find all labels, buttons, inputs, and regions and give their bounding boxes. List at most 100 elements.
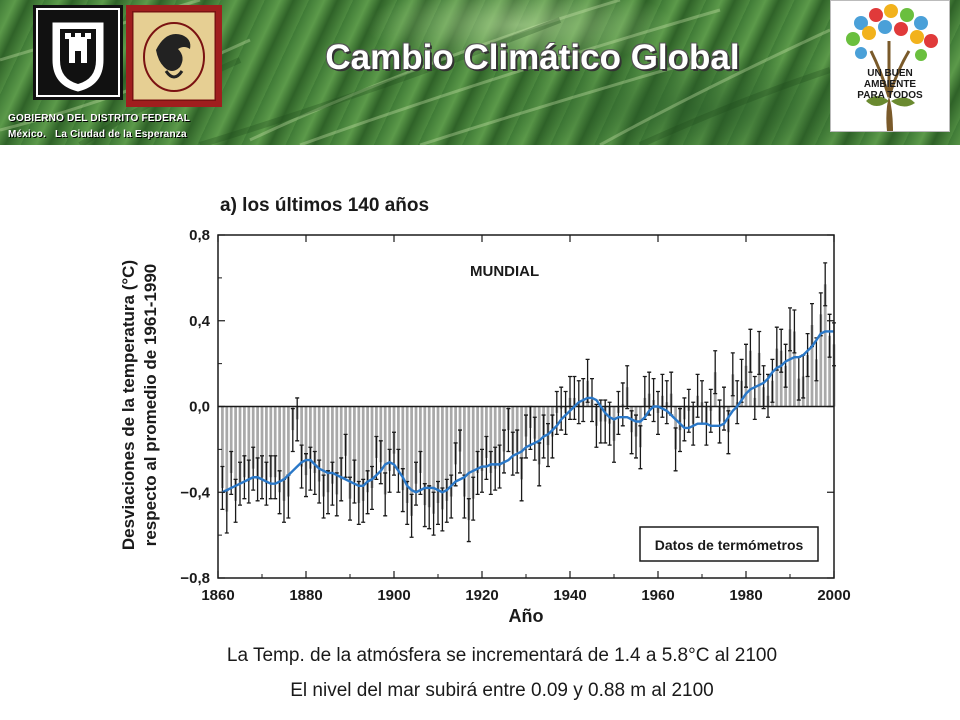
- bar: [282, 406, 286, 501]
- error-bar: [744, 343, 748, 388]
- bar: [260, 406, 264, 478]
- error-bar: [295, 397, 300, 442]
- bar: [423, 406, 427, 506]
- error-bar: [356, 480, 361, 526]
- bar: [502, 406, 506, 452]
- bar: [331, 406, 334, 484]
- plot-area: 1860 1880 1900 1920 1940 1960 1980 2000 −0,8 −0,4…: [119, 195, 851, 626]
- bar: [449, 406, 453, 497]
- error-bar: [339, 457, 344, 502]
- y-tick-label: 0,8: [189, 227, 210, 244]
- bar: [278, 406, 281, 493]
- error-bar: [427, 485, 432, 530]
- bar: [511, 406, 515, 454]
- bar: [515, 406, 519, 452]
- bar: [427, 406, 431, 508]
- bar: [414, 406, 418, 484]
- bar: [273, 406, 277, 478]
- error-bar: [730, 352, 735, 397]
- bar: [392, 406, 396, 454]
- caption-sea-level: El nivel del mar subirá entre 0.09 y 0.8…: [290, 680, 714, 701]
- error-bar: [242, 455, 247, 500]
- caption-temperature: La Temp. de la atmósfera se incrementará…: [226, 645, 778, 666]
- error-bar: [620, 382, 625, 427]
- bar: [775, 348, 779, 407]
- shield-icon: [36, 8, 120, 97]
- error-bar: [326, 470, 330, 515]
- error-bar: [682, 397, 687, 442]
- bar: [221, 406, 224, 488]
- error-bar: [510, 431, 515, 476]
- error-bar: [713, 350, 718, 395]
- bar: [788, 329, 792, 407]
- bar: [300, 406, 303, 467]
- error-bar: [334, 472, 339, 517]
- bar: [823, 284, 827, 407]
- bar: [793, 331, 796, 407]
- bar: [441, 406, 444, 510]
- error-bar: [783, 343, 788, 388]
- error-bar: [282, 478, 286, 523]
- error-bar: [444, 478, 449, 523]
- bar: [247, 406, 251, 482]
- error-bar: [656, 390, 660, 436]
- error-bar: [431, 491, 436, 536]
- bar: [375, 406, 378, 458]
- tree-icon: [846, 4, 938, 131]
- bar: [467, 406, 471, 521]
- bar: [498, 406, 501, 467]
- error-bar: [625, 365, 630, 410]
- bar: [828, 335, 831, 407]
- error-bar: [418, 450, 423, 496]
- bar: [361, 406, 365, 501]
- error-bar: [436, 480, 440, 526]
- bar: [454, 406, 457, 465]
- error-bar: [823, 262, 828, 307]
- bar: [357, 406, 361, 503]
- y-axis-label-line1: Desviaciones de la temperatura (°C): [119, 260, 138, 550]
- error-bar: [493, 446, 498, 491]
- bar: [397, 406, 400, 471]
- bar: [419, 406, 422, 473]
- error-bar: [638, 425, 643, 470]
- bar: [537, 406, 541, 465]
- bar: [366, 406, 369, 493]
- bar: [476, 406, 479, 473]
- bar: [256, 406, 259, 480]
- error-bar: [348, 476, 352, 521]
- bar: [317, 406, 321, 482]
- bar: [436, 406, 440, 503]
- bar: [471, 406, 475, 499]
- bar: [353, 406, 356, 482]
- bar: [779, 350, 783, 407]
- error-bar: [612, 418, 616, 463]
- error-bar: [352, 459, 357, 504]
- error-bar: [515, 429, 520, 474]
- error-bar: [475, 450, 480, 496]
- bar: [401, 406, 405, 491]
- error-bar: [660, 373, 665, 418]
- error-bar: [792, 309, 797, 354]
- error-bar: [752, 375, 757, 421]
- error-bar: [695, 373, 700, 418]
- error-bar: [788, 307, 792, 352]
- error-bar: [484, 435, 489, 481]
- error-bar: [550, 414, 555, 459]
- error-bar: [774, 326, 779, 371]
- error-bar: [766, 373, 770, 418]
- bar: [265, 406, 268, 484]
- bar: [238, 406, 242, 484]
- error-bar: [414, 461, 418, 506]
- y-axis-label-line2: respecto al promedio de 1961-1990: [141, 264, 160, 547]
- error-bar: [458, 429, 462, 474]
- bar: [410, 406, 413, 516]
- error-bar: [700, 380, 704, 425]
- error-bar: [343, 433, 348, 478]
- bar: [383, 406, 387, 495]
- bar: [458, 406, 462, 452]
- error-bar: [277, 470, 282, 515]
- error-bar: [642, 375, 647, 421]
- error-bar: [748, 328, 753, 373]
- y-tick-label: −0,4: [180, 484, 210, 501]
